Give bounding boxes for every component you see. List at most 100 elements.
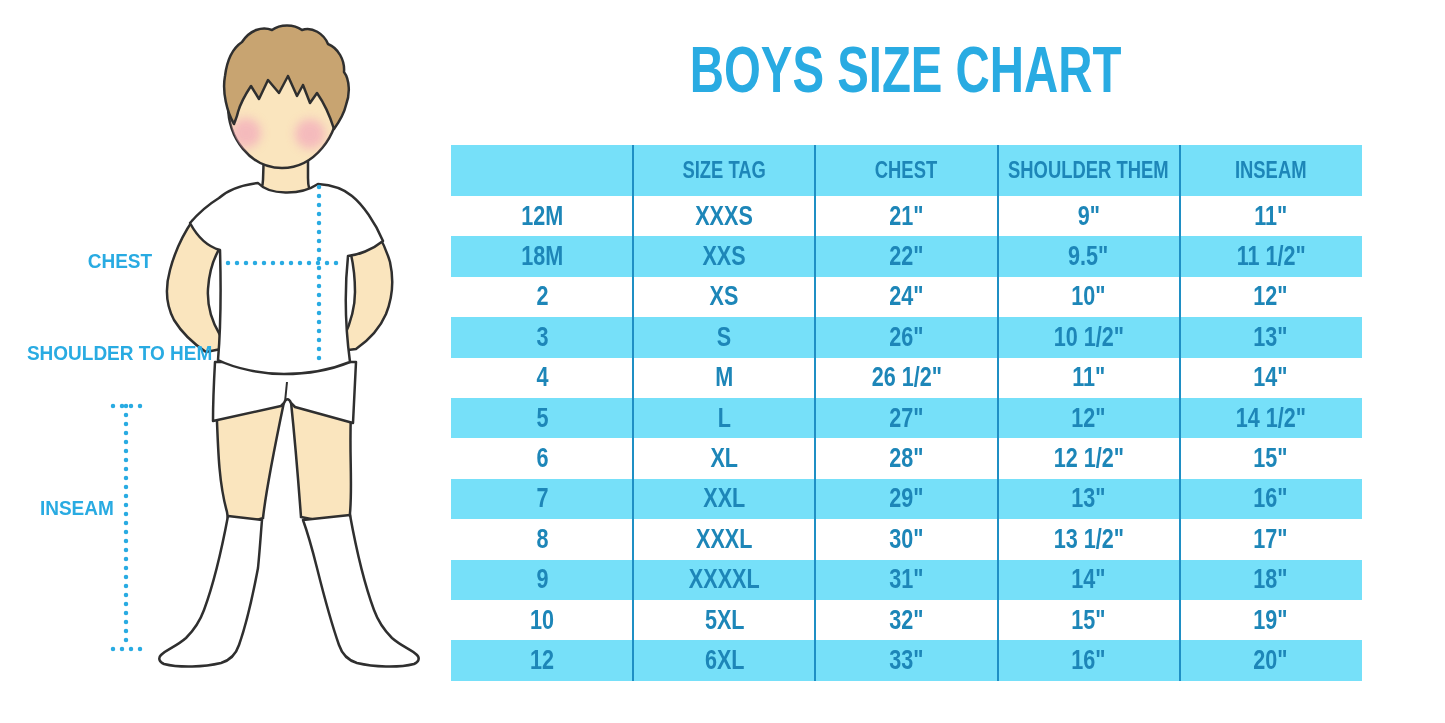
header-cell-text: SIZE TAG xyxy=(683,157,766,184)
boy-blush-right xyxy=(295,119,325,149)
table-row: 4 M 26 1/2" 11" 14" xyxy=(451,358,1362,398)
column-divider xyxy=(814,145,816,681)
table-cell-text: XXXXL xyxy=(689,564,760,595)
table-cell: 29" xyxy=(815,479,997,519)
table-cell: 17" xyxy=(1180,519,1362,559)
table-cell: XL xyxy=(633,438,815,478)
table-cell-text: 11" xyxy=(1254,201,1287,232)
table-cell-text: 14" xyxy=(1072,564,1106,595)
table-cell: 11 1/2" xyxy=(1180,236,1362,276)
table-cell-text: 5XL xyxy=(704,605,744,636)
table-cell: 15" xyxy=(1180,438,1362,478)
table-cell-text: XXL xyxy=(703,483,745,514)
table-cell: XS xyxy=(633,277,815,317)
table-cell-text: XL xyxy=(710,443,738,474)
table-cell: 14" xyxy=(1180,358,1362,398)
table-cell-text: 22" xyxy=(889,241,923,272)
table-cell: 24" xyxy=(815,277,997,317)
table-cell-text: 3 xyxy=(536,322,548,353)
table-cell: 9" xyxy=(998,196,1180,236)
table-cell-text: 7 xyxy=(536,483,548,514)
table-cell-text: 30" xyxy=(889,524,923,555)
table-cell-text: 2 xyxy=(536,281,548,312)
table-cell-text: 18M xyxy=(521,241,563,272)
table-cell-text: 32" xyxy=(889,605,923,636)
table-cell: 18" xyxy=(1180,560,1362,600)
table-cell: 31" xyxy=(815,560,997,600)
table-cell: 10 1/2" xyxy=(998,317,1180,357)
table-cell-text: 17" xyxy=(1254,524,1288,555)
table-cell-text: 29" xyxy=(889,483,923,514)
table-cell-text: 13 1/2" xyxy=(1054,524,1124,555)
table-cell: 32" xyxy=(815,600,997,640)
column-divider xyxy=(632,145,634,681)
size-cell: 3 xyxy=(451,317,633,357)
header-cell-text: CHEST xyxy=(875,157,937,184)
column-divider xyxy=(1179,145,1181,681)
table-cell-text: 12 1/2" xyxy=(1054,443,1124,474)
table-cell: M xyxy=(633,358,815,398)
table-cell-text: 16" xyxy=(1072,645,1106,676)
table-cell-text: S xyxy=(717,322,731,353)
table-cell: 14" xyxy=(998,560,1180,600)
table-cell: 33" xyxy=(815,640,997,680)
table-cell: 16" xyxy=(1180,479,1362,519)
table-row: 8 XXXL 30" 13 1/2" 17" xyxy=(451,519,1362,559)
table-cell: 20" xyxy=(1180,640,1362,680)
table-cell: S xyxy=(633,317,815,357)
table-cell-text: 4 xyxy=(536,362,548,393)
size-cell: 12 xyxy=(451,640,633,680)
table-cell-text: 24" xyxy=(889,281,923,312)
boy-left-sock xyxy=(159,516,262,667)
chest-label: CHEST xyxy=(60,250,180,273)
boys-size-chart-page: CHEST SHOULDER TO HEM INSEAM BOYS SIZE C… xyxy=(0,0,1445,723)
table-cell: XXXXL xyxy=(633,560,815,600)
table-cell-text: M xyxy=(715,362,733,393)
size-cell: 12M xyxy=(451,196,633,236)
table-cell-text: 8 xyxy=(536,524,548,555)
header-cell-empty xyxy=(451,145,633,196)
column-divider xyxy=(997,145,999,681)
header-cell-text: INSEAM xyxy=(1235,157,1307,184)
size-cell: 5 xyxy=(451,398,633,438)
table-cell: 13 1/2" xyxy=(998,519,1180,559)
table-cell-text: 26 1/2" xyxy=(871,362,941,393)
table-cell-text: 11 1/2" xyxy=(1236,241,1305,272)
table-row: 5L27"12"14 1/2" xyxy=(451,398,1362,438)
table-cell: 12" xyxy=(998,398,1180,438)
table-cell-text: 12 xyxy=(530,645,554,676)
table-row: 3S26"10 1/2"13" xyxy=(451,317,1362,357)
table-cell-text: 31" xyxy=(889,564,923,595)
table-cell: 11" xyxy=(1180,196,1362,236)
table-cell: 28" xyxy=(815,438,997,478)
table-cell: 21" xyxy=(815,196,997,236)
table-cell: 19" xyxy=(1180,600,1362,640)
table-row: 18MXXS22"9.5"11 1/2" xyxy=(451,236,1362,276)
table-cell: 22" xyxy=(815,236,997,276)
table-cell: 9.5" xyxy=(998,236,1180,276)
table-cell-text: 28" xyxy=(889,443,923,474)
table-cell-text: 10" xyxy=(1072,281,1106,312)
table-cell-text: 13" xyxy=(1072,483,1106,514)
table-cell-text: 9 xyxy=(536,564,548,595)
table-row: 7 XXL 29" 13" 16" xyxy=(451,479,1362,519)
table-cell-text: 33" xyxy=(889,645,923,676)
table-cell-text: 13" xyxy=(1254,322,1288,353)
table-row: 12 6XL 33" 16" 20" xyxy=(451,640,1362,680)
table-cell: 16" xyxy=(998,640,1180,680)
table-cell-text: 12M xyxy=(521,201,563,232)
table-cell: 13" xyxy=(1180,317,1362,357)
table-cell-text: 6XL xyxy=(704,645,744,676)
table-cell-text: XXXL xyxy=(696,524,752,555)
table-cell-text: 18" xyxy=(1254,564,1288,595)
table-row: 105XL32"15"19" xyxy=(451,600,1362,640)
size-cell: 2 xyxy=(451,277,633,317)
size-cell: 10 xyxy=(451,600,633,640)
table-cell-text: XS xyxy=(710,281,739,312)
table-cell-text: 14" xyxy=(1254,362,1288,393)
table-cell: 11" xyxy=(998,358,1180,398)
table-cell-text: 9.5" xyxy=(1069,241,1109,272)
table-row: 12MXXXS21"9"11" xyxy=(451,196,1362,236)
table-cell-text: 19" xyxy=(1254,605,1288,636)
table-cell-text: 10 1/2" xyxy=(1054,322,1124,353)
